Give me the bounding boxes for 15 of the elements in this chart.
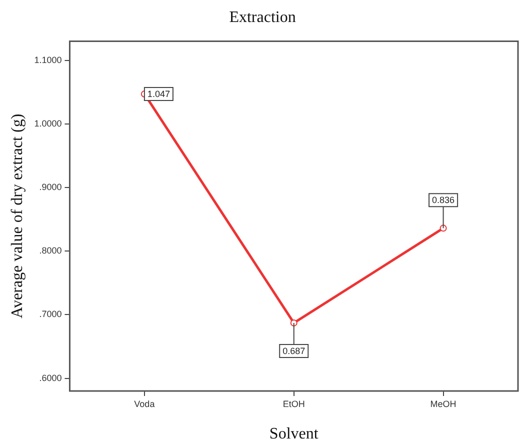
x-tick-label: Voda xyxy=(134,398,155,409)
x-tick-label: EtOH xyxy=(282,398,305,409)
x-axis-title: Solvent xyxy=(269,426,319,443)
y-tick-label: .8000 xyxy=(39,246,62,256)
y-axis-title: Average value of dry extract (g) xyxy=(8,114,26,318)
data-label: 0.836 xyxy=(432,195,455,206)
data-label: 1.047 xyxy=(147,88,170,99)
data-label: 0.687 xyxy=(282,346,306,356)
x-tick-label: MeOH xyxy=(430,398,456,409)
y-tick-label: .9000 xyxy=(39,182,62,192)
y-tick-label: .7000 xyxy=(39,309,62,320)
chart-title: Extraction xyxy=(229,8,296,26)
y-tick-label: 1.1000 xyxy=(34,54,62,65)
y-tick-label: .6000 xyxy=(39,372,62,383)
y-tick-label: 1.0000 xyxy=(34,118,62,128)
